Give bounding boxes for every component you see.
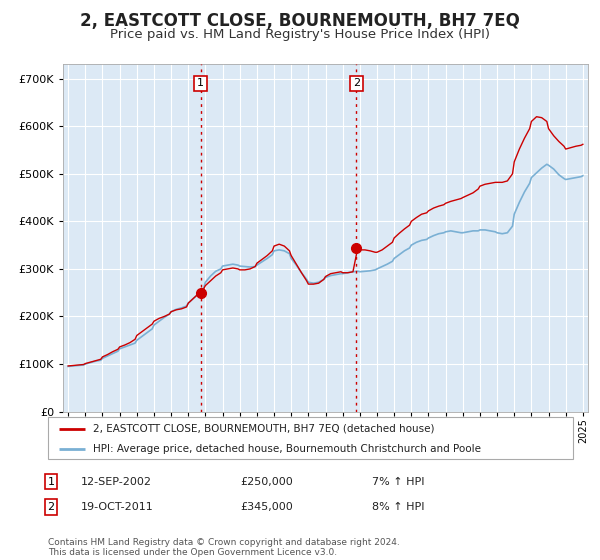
Text: 2, EASTCOTT CLOSE, BOURNEMOUTH, BH7 7EQ: 2, EASTCOTT CLOSE, BOURNEMOUTH, BH7 7EQ: [80, 12, 520, 30]
Text: 1: 1: [47, 477, 55, 487]
Text: £345,000: £345,000: [240, 502, 293, 512]
Text: Contains HM Land Registry data © Crown copyright and database right 2024.
This d: Contains HM Land Registry data © Crown c…: [48, 538, 400, 557]
Text: 7% ↑ HPI: 7% ↑ HPI: [372, 477, 425, 487]
Text: 1: 1: [197, 78, 204, 88]
Text: HPI: Average price, detached house, Bournemouth Christchurch and Poole: HPI: Average price, detached house, Bour…: [92, 444, 481, 454]
Text: Price paid vs. HM Land Registry's House Price Index (HPI): Price paid vs. HM Land Registry's House …: [110, 28, 490, 41]
Text: £250,000: £250,000: [240, 477, 293, 487]
Text: 8% ↑ HPI: 8% ↑ HPI: [372, 502, 425, 512]
Text: 2, EASTCOTT CLOSE, BOURNEMOUTH, BH7 7EQ (detached house): 2, EASTCOTT CLOSE, BOURNEMOUTH, BH7 7EQ …: [92, 424, 434, 434]
Text: 2: 2: [47, 502, 55, 512]
FancyBboxPatch shape: [48, 417, 573, 459]
Text: 19-OCT-2011: 19-OCT-2011: [81, 502, 154, 512]
Text: 2: 2: [353, 78, 360, 88]
Text: 12-SEP-2002: 12-SEP-2002: [81, 477, 152, 487]
